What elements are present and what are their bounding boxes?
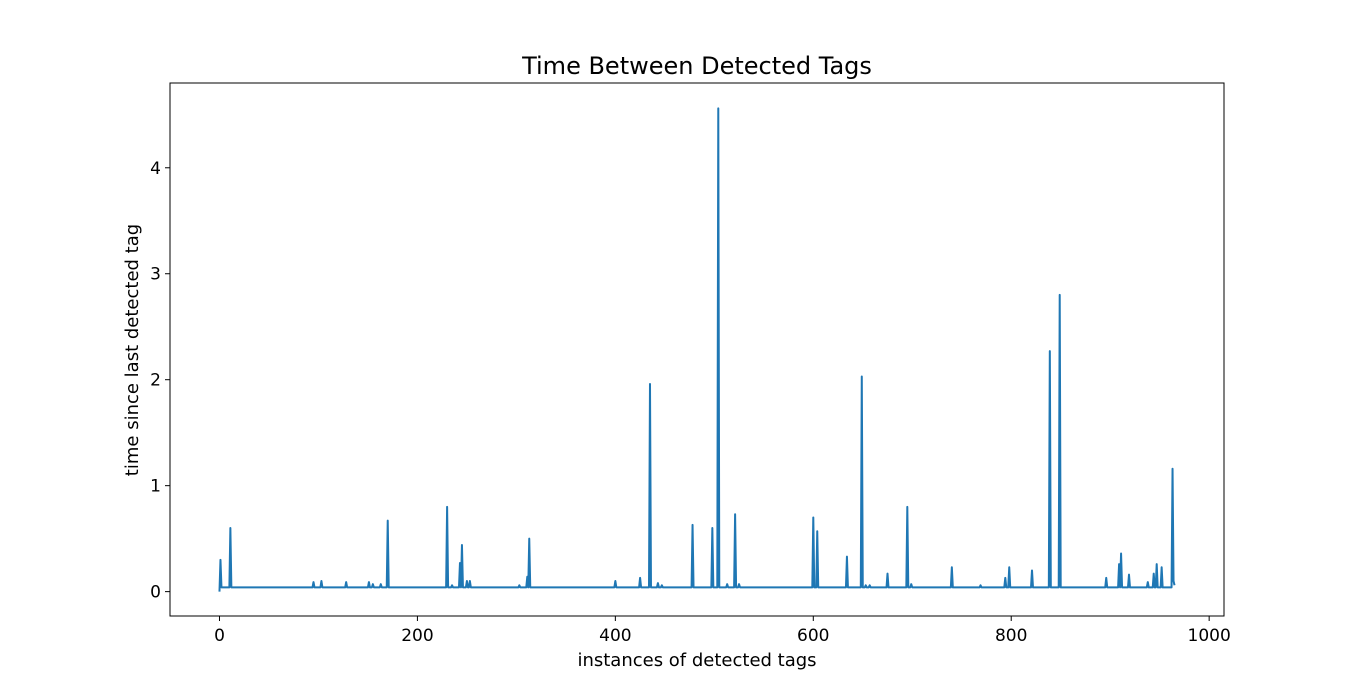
ticks-layer: 0 200 400 600 800 1000 0 1 2 3 4 bbox=[150, 159, 1231, 646]
y-tick-label: 0 bbox=[150, 583, 161, 603]
plot-area-frame bbox=[169, 82, 1225, 617]
x-tick-label: 400 bbox=[599, 626, 631, 646]
y-tick-label: 2 bbox=[150, 371, 161, 391]
x-tick-label: 1000 bbox=[1188, 626, 1231, 646]
y-tick-label: 4 bbox=[150, 159, 161, 179]
x-tick-label: 200 bbox=[401, 626, 433, 646]
x-tick-label: 800 bbox=[995, 626, 1027, 646]
y-axis-label: time since last detected tag bbox=[122, 224, 143, 476]
x-tick-label: 0 bbox=[214, 626, 225, 646]
series-layer bbox=[218, 107, 1176, 592]
series-line bbox=[218, 107, 1176, 592]
y-tick-label: 1 bbox=[150, 477, 161, 497]
chart-title: Time Between Detected Tags bbox=[521, 52, 872, 80]
y-tick-label: 3 bbox=[150, 265, 161, 285]
x-axis-label: instances of detected tags bbox=[577, 650, 816, 671]
x-tick-label: 600 bbox=[797, 626, 829, 646]
